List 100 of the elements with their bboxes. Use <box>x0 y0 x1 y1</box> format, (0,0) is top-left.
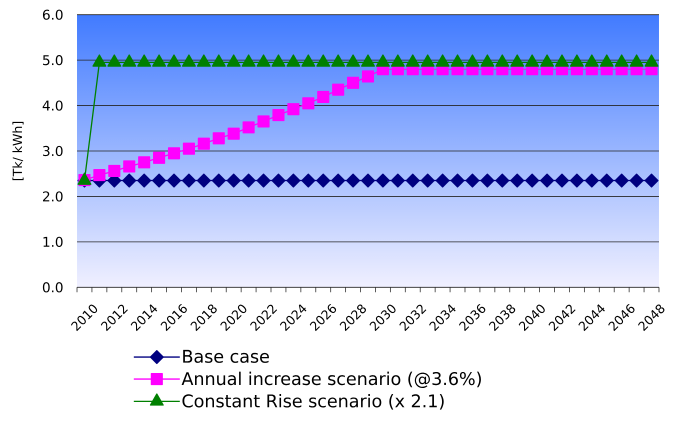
point <box>630 174 644 188</box>
point <box>360 174 376 188</box>
point <box>390 174 405 188</box>
point <box>436 54 450 67</box>
y-tick-label: 2.0 <box>42 191 63 202</box>
point <box>406 174 420 188</box>
point <box>540 54 554 67</box>
point <box>570 54 584 67</box>
y-tick-label: 4.0 <box>42 100 63 111</box>
legend-label: Annual increase scenario (@3.6%) <box>182 372 481 388</box>
point <box>555 54 569 67</box>
point <box>92 54 106 67</box>
point <box>107 54 122 67</box>
y-axis-title: [Tk/ kWh] <box>12 122 24 180</box>
point <box>614 54 629 67</box>
point <box>361 54 375 67</box>
point <box>420 54 435 67</box>
point <box>271 54 286 67</box>
point <box>540 174 554 188</box>
point <box>346 54 360 67</box>
point <box>390 54 405 67</box>
point <box>137 54 152 67</box>
point <box>316 174 330 188</box>
point <box>212 54 226 67</box>
point <box>226 174 241 188</box>
point <box>465 174 480 188</box>
point <box>495 174 510 188</box>
point <box>510 54 524 67</box>
point <box>212 174 226 188</box>
point <box>138 156 150 168</box>
point <box>286 174 300 188</box>
point <box>376 174 390 188</box>
point <box>137 174 152 188</box>
legend-label: Constant Rise scenario (x 2.1) <box>182 394 444 410</box>
point <box>242 121 255 134</box>
point <box>108 164 120 178</box>
point <box>332 84 344 96</box>
point <box>122 54 136 67</box>
point <box>271 174 286 188</box>
point <box>228 128 240 140</box>
point <box>168 147 180 160</box>
point <box>256 174 271 188</box>
point <box>465 54 480 67</box>
point <box>182 174 196 188</box>
point <box>316 54 330 67</box>
point <box>347 76 360 89</box>
point <box>153 152 166 164</box>
point <box>166 174 182 188</box>
point <box>198 138 210 150</box>
point <box>584 174 599 188</box>
point <box>242 174 256 188</box>
point <box>302 97 314 110</box>
point <box>644 54 658 67</box>
y-tick-label: 0.0 <box>42 282 63 292</box>
y-tick-label: 5.0 <box>43 55 63 66</box>
point <box>644 174 659 188</box>
point <box>301 54 316 67</box>
point <box>614 174 629 188</box>
point <box>376 54 390 67</box>
point <box>196 54 211 67</box>
point <box>226 54 241 67</box>
point <box>331 54 346 67</box>
point <box>450 174 465 188</box>
point <box>256 54 271 67</box>
y-tick-label: 1.0 <box>43 236 63 247</box>
point <box>480 54 494 67</box>
point <box>301 174 316 188</box>
legend-label: Base case <box>183 350 269 363</box>
point <box>346 174 360 188</box>
point <box>436 174 450 188</box>
point <box>600 54 614 67</box>
y-tick-label: 6.0 <box>42 10 63 20</box>
point <box>152 54 166 67</box>
point <box>317 90 330 103</box>
point <box>123 160 136 172</box>
point <box>406 54 420 67</box>
point <box>272 109 285 122</box>
point <box>167 54 181 67</box>
point <box>450 54 465 67</box>
point <box>554 174 570 188</box>
point <box>196 174 211 188</box>
y-tick-label: 3.0 <box>43 146 63 156</box>
point <box>420 174 435 188</box>
point <box>525 54 540 67</box>
point <box>182 142 195 155</box>
point <box>182 54 196 67</box>
point <box>584 54 599 67</box>
point <box>257 115 270 128</box>
point <box>152 174 166 188</box>
point <box>242 54 256 67</box>
point <box>630 54 644 67</box>
point <box>122 174 136 188</box>
point <box>331 174 346 188</box>
point <box>212 132 225 144</box>
point <box>287 103 300 116</box>
point <box>93 169 106 182</box>
point <box>510 174 524 188</box>
point <box>600 174 614 188</box>
point <box>480 174 494 188</box>
point <box>495 54 510 67</box>
